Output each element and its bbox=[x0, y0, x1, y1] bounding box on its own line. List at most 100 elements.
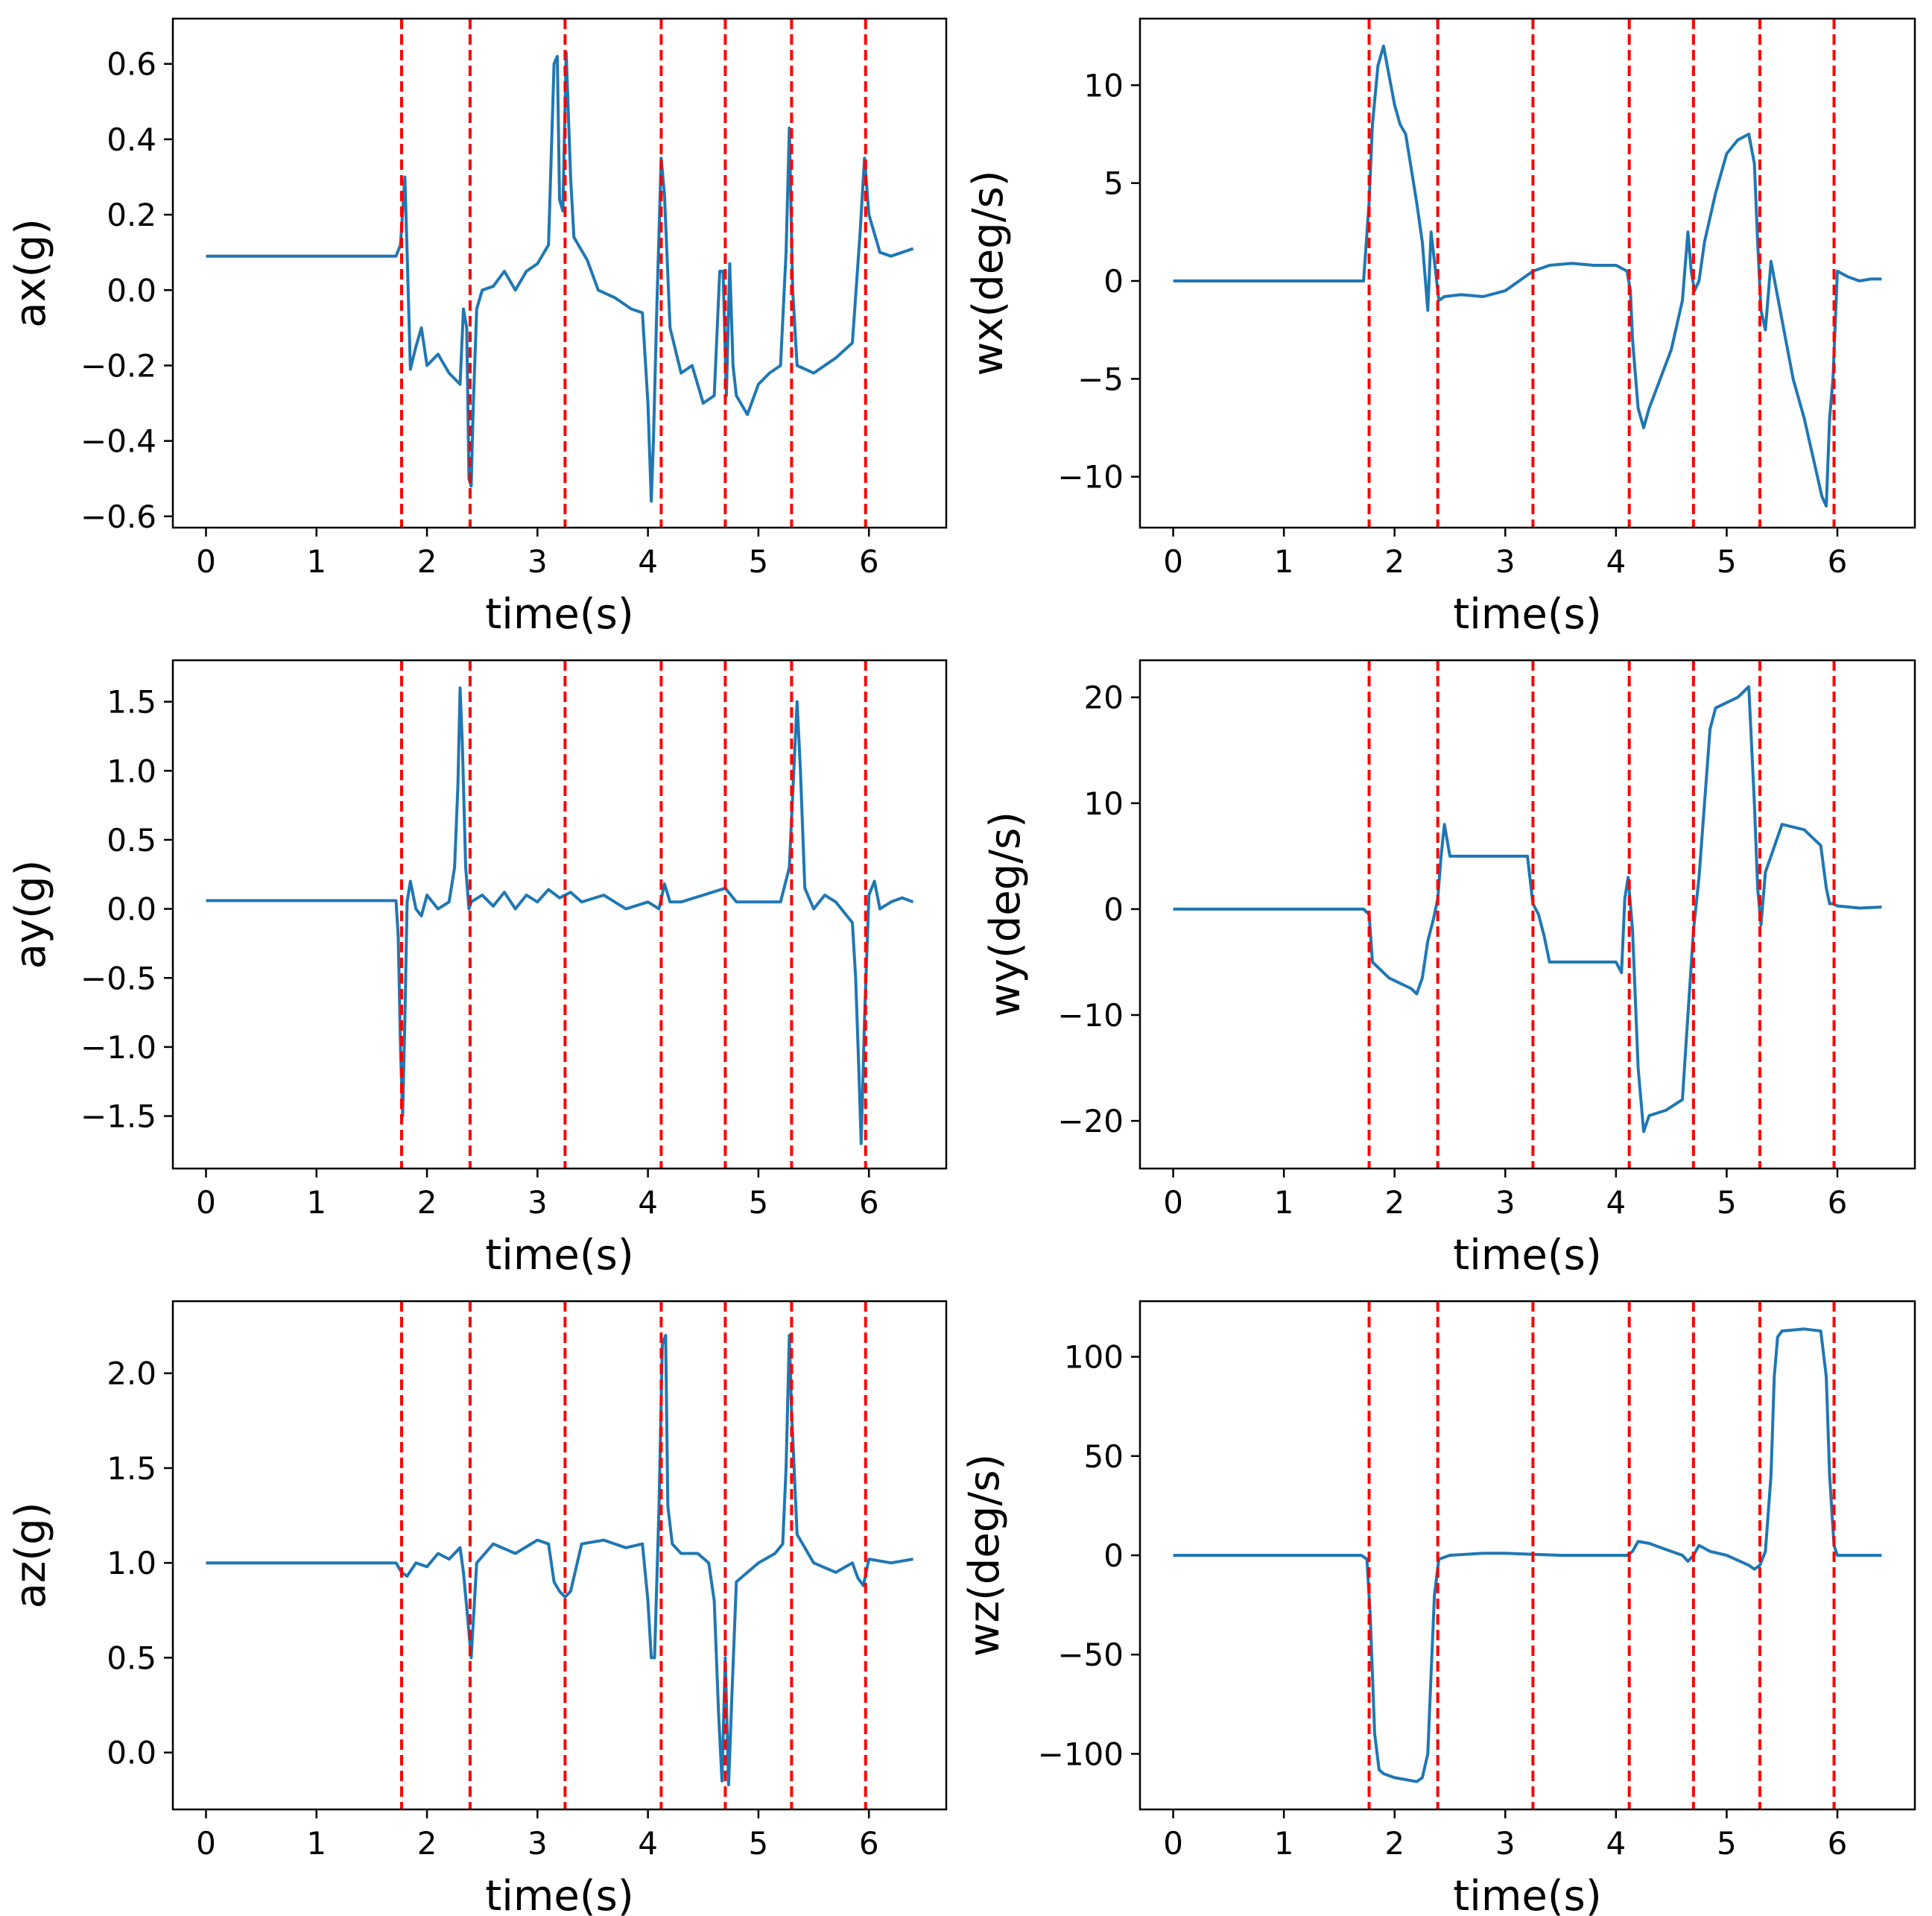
x-tick-label: 6 bbox=[859, 543, 879, 580]
x-tick-label: 5 bbox=[1717, 543, 1737, 580]
y-axis-label: ay(g) bbox=[7, 860, 55, 970]
y-tick-label: 0 bbox=[1103, 891, 1124, 928]
x-tick-label: 5 bbox=[1717, 1825, 1737, 1862]
y-tick-label: 1.0 bbox=[107, 753, 156, 789]
y-tick-label: 0 bbox=[1103, 263, 1124, 300]
x-tick-label: 5 bbox=[749, 1184, 769, 1221]
x-tick-label: 0 bbox=[1163, 1825, 1183, 1862]
x-tick-label: 1 bbox=[1274, 1825, 1294, 1862]
ax-panel: 0 1 2 3 4 5 6 −0.6 −0.4 −0.2 0.0 0.2 0.4 0.6 time(s) ax… bbox=[7, 17, 948, 639]
x-tick-label: 4 bbox=[1606, 1825, 1626, 1862]
x-tick-label: 2 bbox=[417, 1184, 437, 1221]
x-axis-label: time(s) bbox=[485, 1231, 633, 1280]
y-tick-label: 10 bbox=[1084, 67, 1124, 104]
y-tick-label: −10 bbox=[1057, 459, 1124, 496]
series-line-az bbox=[206, 1333, 913, 1786]
x-tick-label: 0 bbox=[1163, 1184, 1183, 1221]
x-tick-label: 1 bbox=[1274, 1184, 1294, 1221]
wx-panel: 0 1 2 3 4 5 6 −10 −5 0 5 10 time(s) wx(deg/s) bbox=[964, 17, 1916, 639]
y-tick-label: −20 bbox=[1057, 1103, 1124, 1139]
x-tick-label: 3 bbox=[1495, 543, 1515, 580]
x-tick-label: 4 bbox=[638, 1825, 658, 1862]
x-tick-label: 3 bbox=[528, 1825, 548, 1862]
y-tick-label: −0.2 bbox=[80, 347, 156, 384]
y-tick-label: −10 bbox=[1057, 997, 1124, 1034]
x-tick-label: 1 bbox=[1274, 543, 1294, 580]
x-tick-label: 1 bbox=[306, 1825, 326, 1862]
y-tick-label: 0.6 bbox=[107, 46, 156, 83]
x-tick-label: 2 bbox=[417, 1825, 437, 1862]
y-tick-label: 0.5 bbox=[107, 1640, 156, 1676]
x-tick-label: 6 bbox=[1828, 543, 1848, 580]
axes-frame bbox=[1138, 659, 1916, 1170]
y-tick-label: 10 bbox=[1084, 785, 1124, 822]
x-tick-label: 0 bbox=[196, 1825, 216, 1862]
axes-frame bbox=[1138, 17, 1916, 529]
y-tick-label: −50 bbox=[1057, 1637, 1124, 1673]
y-tick-label: 50 bbox=[1084, 1438, 1124, 1475]
y-tick-label: 0 bbox=[1103, 1537, 1124, 1574]
x-axis-label: time(s) bbox=[485, 590, 633, 639]
x-axis-label: time(s) bbox=[485, 1872, 633, 1916]
axes-frame bbox=[171, 659, 948, 1170]
y-tick-label: −0.6 bbox=[80, 499, 156, 535]
y-tick-label: −1.0 bbox=[80, 1029, 156, 1066]
y-tick-label: 1.5 bbox=[107, 1450, 156, 1487]
y-tick-label: 5 bbox=[1103, 165, 1124, 202]
y-tick-label: 100 bbox=[1064, 1339, 1124, 1376]
series-line-wz bbox=[1173, 1327, 1882, 1783]
y-tick-label: −5 bbox=[1077, 361, 1124, 397]
x-tick-label: 3 bbox=[1495, 1825, 1515, 1862]
x-tick-label: 0 bbox=[1163, 543, 1183, 580]
y-tick-label: 20 bbox=[1084, 680, 1124, 716]
series-line-wy bbox=[1173, 685, 1882, 1134]
x-tick-label: 6 bbox=[859, 1184, 879, 1221]
y-tick-label: −1.5 bbox=[80, 1098, 156, 1135]
x-tick-label: 4 bbox=[1606, 543, 1626, 580]
y-tick-label: 1.5 bbox=[107, 684, 156, 721]
x-tick-label: 0 bbox=[196, 1184, 216, 1221]
x-tick-label: 6 bbox=[1828, 1825, 1848, 1862]
x-axis-label: time(s) bbox=[1453, 1231, 1601, 1280]
y-axis-label: wx(deg/s) bbox=[964, 170, 1013, 376]
x-tick-label: 3 bbox=[528, 543, 548, 580]
x-axis-label: time(s) bbox=[1453, 590, 1601, 639]
y-axis-label: wz(deg/s) bbox=[960, 1454, 1009, 1657]
y-tick-label: 1.0 bbox=[107, 1545, 156, 1581]
az-panel: 0 1 2 3 4 5 6 0.0 0.5 1.0 1.5 2.0 time(s) az(g) bbox=[7, 1300, 948, 1916]
x-tick-label: 2 bbox=[1384, 1184, 1404, 1221]
x-axis-label: time(s) bbox=[1453, 1872, 1601, 1916]
y-tick-label: 0.4 bbox=[107, 121, 156, 158]
x-tick-label: 2 bbox=[1384, 543, 1404, 580]
x-tick-label: 4 bbox=[638, 543, 658, 580]
y-tick-label: 0.0 bbox=[107, 891, 156, 928]
x-tick-label: 4 bbox=[638, 1184, 658, 1221]
wz-panel: 0 1 2 3 4 5 6 −100 −50 0 50 100 time(s) wz(deg/s) bbox=[960, 1300, 1916, 1916]
x-tick-label: 5 bbox=[749, 1825, 769, 1862]
x-tick-label: 3 bbox=[528, 1184, 548, 1221]
x-tick-label: 6 bbox=[859, 1825, 879, 1862]
axes-frame bbox=[171, 1300, 948, 1811]
x-tick-label: 0 bbox=[196, 543, 216, 580]
y-tick-label: −0.4 bbox=[80, 423, 156, 460]
x-tick-label: 2 bbox=[1384, 1825, 1404, 1862]
x-tick-label: 5 bbox=[1717, 1184, 1737, 1221]
y-tick-label: 2.0 bbox=[107, 1356, 156, 1392]
series-line-ax bbox=[206, 51, 914, 503]
x-tick-label: 2 bbox=[417, 543, 437, 580]
y-tick-label: −100 bbox=[1038, 1736, 1124, 1772]
y-tick-label: 0.0 bbox=[107, 272, 156, 309]
series-line-wx bbox=[1173, 44, 1882, 508]
x-tick-label: 1 bbox=[306, 1184, 326, 1221]
ay-panel: 0 1 2 3 4 5 6 −1.5 −1.0 −0.5 0.0 0.5 1.0 1.5 time(s) ay… bbox=[7, 659, 948, 1280]
axes-frame bbox=[171, 17, 948, 529]
x-tick-label: 4 bbox=[1606, 1184, 1626, 1221]
y-tick-label: 0.2 bbox=[107, 197, 156, 233]
y-tick-label: 0.5 bbox=[107, 822, 156, 859]
x-tick-label: 5 bbox=[749, 543, 769, 580]
wy-panel: 0 1 2 3 4 5 6 −20 −10 0 10 20 time(s) wy(deg/s) bbox=[981, 659, 1916, 1280]
x-tick-label: 3 bbox=[1495, 1184, 1515, 1221]
y-axis-label: ax(g) bbox=[7, 218, 55, 328]
y-tick-label: 0.0 bbox=[107, 1735, 156, 1771]
